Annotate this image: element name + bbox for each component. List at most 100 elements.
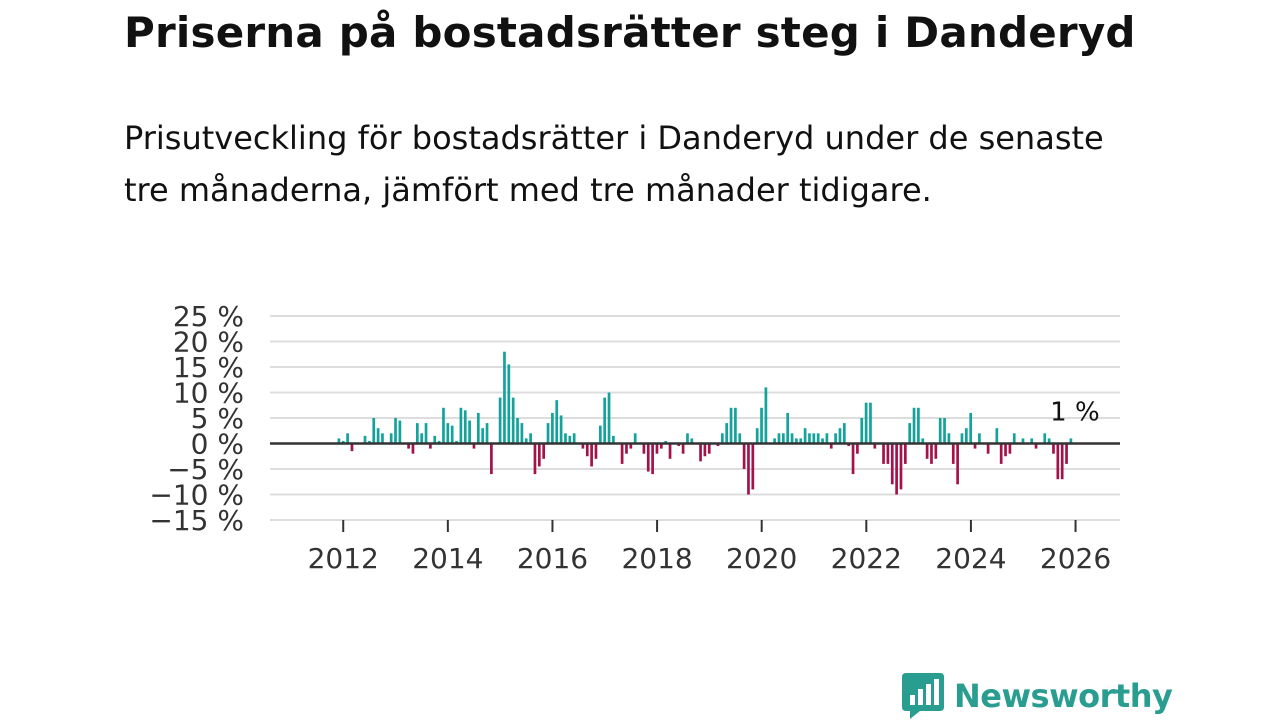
bar (433, 435, 437, 444)
bar (917, 407, 920, 444)
bar (520, 423, 524, 444)
last-value-label: 1 % (1050, 397, 1100, 427)
bar (1021, 438, 1025, 444)
bar (834, 433, 837, 444)
bar (742, 443, 746, 469)
x-tick-label: 2026 (1040, 542, 1111, 575)
bar (490, 443, 493, 475)
bar (429, 443, 432, 449)
bar (808, 433, 811, 444)
bar (799, 438, 803, 444)
bar (720, 433, 724, 444)
y-tick-label: 5 % (191, 402, 244, 435)
y-tick-label: −5 % (167, 453, 244, 486)
bar (921, 438, 925, 444)
bar (546, 423, 550, 444)
bar (912, 407, 916, 444)
bar (598, 425, 602, 444)
bar (485, 423, 489, 444)
newsworthy-wordmark: Newsworthy (954, 677, 1173, 715)
bar (612, 435, 615, 444)
bar (625, 443, 628, 454)
bar (590, 443, 593, 467)
bar (1012, 433, 1016, 444)
bar (455, 440, 458, 444)
bar (803, 428, 807, 444)
bar (420, 433, 424, 444)
bar (337, 438, 341, 444)
y-tick-label: −15 % (149, 504, 244, 537)
bar (856, 443, 859, 454)
bar (899, 443, 903, 490)
bar (1069, 438, 1073, 444)
bar (555, 400, 559, 444)
bar (559, 415, 563, 444)
bar (1034, 443, 1038, 449)
bar (1004, 443, 1007, 457)
y-tick-label: 10 % (173, 377, 244, 410)
bar (498, 397, 502, 444)
x-tick-label: 2016 (517, 542, 588, 575)
bar (690, 438, 694, 444)
x-tick-label: 2020 (726, 542, 797, 575)
bar (1060, 443, 1064, 480)
bar (969, 412, 973, 444)
bar (995, 428, 999, 444)
bar (424, 423, 428, 444)
bar (1008, 443, 1012, 454)
bar (1052, 443, 1055, 454)
bar (551, 412, 554, 444)
bar (755, 428, 759, 444)
bar (472, 443, 476, 449)
bar (986, 443, 990, 454)
bar (1065, 443, 1068, 464)
bar (629, 443, 633, 449)
bar (533, 443, 537, 475)
bar (450, 425, 454, 444)
bar (507, 364, 511, 444)
bar (903, 443, 907, 464)
grid-lines (270, 315, 1120, 521)
bar (398, 420, 402, 444)
bar (368, 440, 371, 444)
bar (816, 433, 820, 444)
bar (825, 433, 829, 444)
bar (1030, 438, 1034, 444)
bar (978, 433, 981, 444)
bar (481, 428, 485, 444)
bar (781, 433, 785, 444)
newsworthy-brand[interactable]: Newsworthy (902, 672, 1173, 720)
bar (394, 418, 397, 444)
bar (943, 418, 946, 444)
bar (407, 443, 410, 449)
bar (664, 440, 668, 444)
bar (446, 423, 450, 444)
bar (703, 443, 707, 457)
bar (415, 423, 419, 444)
x-axis: 2012 2014 2016 2018 2020 2022 2024 2026 (270, 519, 1120, 575)
bar (864, 402, 868, 444)
y-tick-label: 25 % (173, 300, 244, 333)
x-tick-label: 2014 (412, 542, 483, 575)
bar (773, 438, 776, 444)
bar (516, 418, 519, 444)
bar (511, 397, 515, 444)
bar (603, 397, 607, 444)
bar (934, 443, 938, 459)
bar (1047, 438, 1051, 444)
x-tick-label: 2022 (831, 542, 902, 575)
bar (838, 428, 842, 444)
bar (463, 410, 467, 444)
bar (568, 435, 572, 444)
bar (873, 443, 877, 449)
bar (341, 440, 345, 444)
bar (363, 435, 367, 444)
bar (681, 443, 685, 454)
bar (1043, 433, 1047, 444)
bar (459, 407, 463, 444)
bar (760, 407, 763, 444)
bar (947, 433, 951, 444)
bar (1056, 443, 1060, 480)
bar (585, 443, 589, 457)
